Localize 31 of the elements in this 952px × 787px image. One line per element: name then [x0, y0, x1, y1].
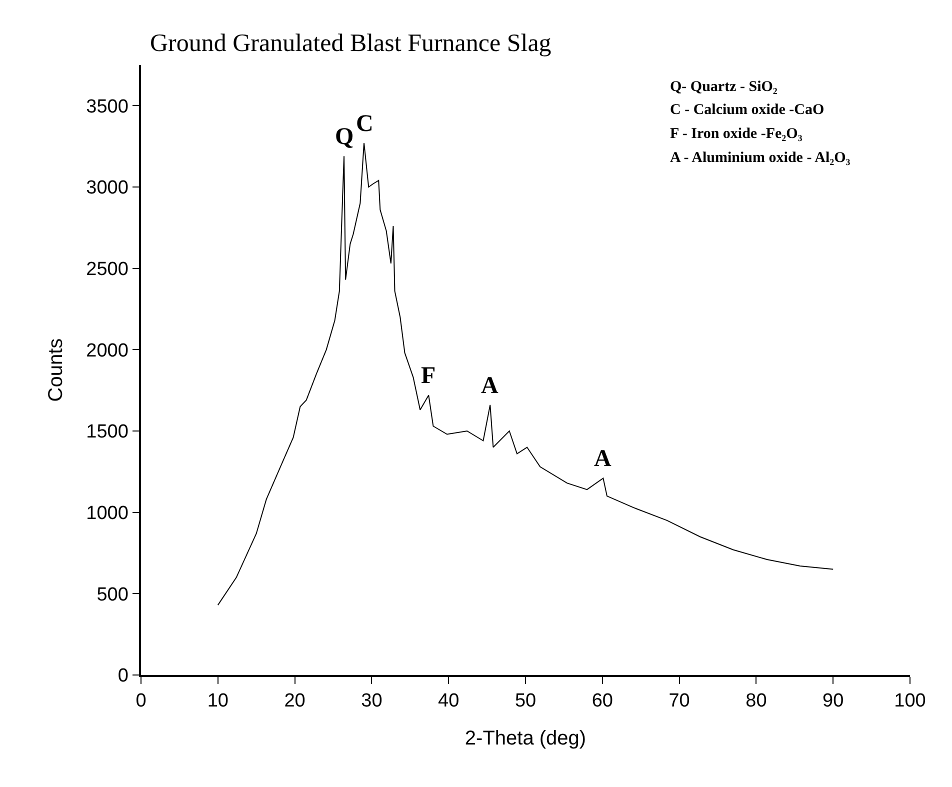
annotation: F [421, 363, 436, 389]
y-tick-label: 3000 [86, 178, 128, 199]
y-tick-label: 1000 [86, 502, 128, 524]
y-tick-label: 3500 [86, 96, 128, 118]
x-tick-label: 70 [668, 690, 690, 712]
annotation: C [356, 111, 374, 137]
x-axis-title: 2-Theta (deg) [464, 728, 586, 750]
y-tick-label: 0 [118, 666, 128, 687]
y-tick-label: 2500 [86, 258, 128, 280]
x-tick-label: 90 [822, 690, 844, 712]
x-tick-label: 60 [592, 690, 613, 712]
y-tick-label: 1500 [86, 422, 128, 443]
y-tick-label: 2000 [86, 340, 128, 362]
annotation: A [481, 373, 499, 399]
annotation: C - Calcium oxide -CaO [670, 102, 824, 118]
y-axis-title: Counts [45, 338, 68, 402]
annotation: Q [335, 124, 354, 150]
x-tick-label: 30 [361, 690, 382, 712]
x-tick-label: 40 [438, 690, 460, 712]
x-tick-label: 20 [284, 690, 306, 712]
annotation: A [594, 446, 612, 472]
annotation: F - Iron oxide -Fe₂O₃ [670, 126, 803, 142]
annotation: A - Aluminium oxide - Al₂O₃ [670, 150, 851, 166]
x-tick-label: 100 [894, 690, 926, 712]
x-tick-label: 10 [207, 690, 228, 712]
y-tick-label: 500 [96, 584, 128, 606]
x-tick-label: 0 [136, 690, 146, 712]
x-tick-label: 80 [746, 690, 767, 712]
chart-title: Ground Granulated Blast Furnance Slag [150, 30, 552, 57]
x-tick-label: 50 [514, 690, 536, 712]
annotation: Q- Quartz - SiO₂ [670, 79, 778, 95]
